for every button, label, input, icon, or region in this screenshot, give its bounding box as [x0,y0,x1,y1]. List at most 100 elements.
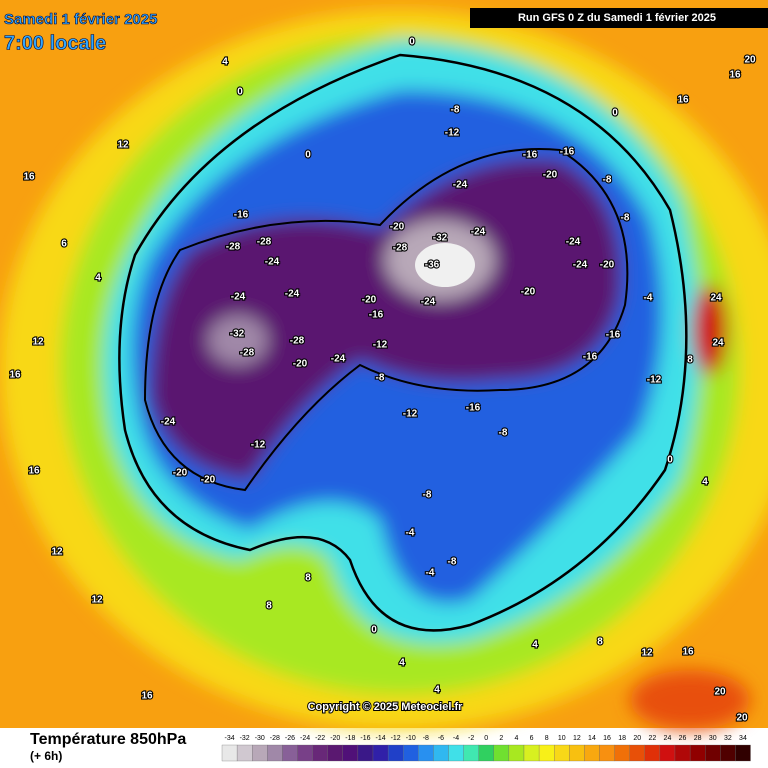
scale-swatch [735,744,751,762]
contour-label: 16 [23,172,35,183]
scale-label: -32 [240,735,250,742]
map [0,0,768,730]
contour-label: 0 [612,108,618,119]
scale-swatch [387,744,404,762]
contour-label: 4 [399,658,405,669]
scale-swatch [342,744,359,762]
scale-label: -8 [423,735,429,742]
scale-swatch [312,744,328,762]
scale-swatch [463,744,479,762]
scale-swatch [478,744,494,762]
contour-label: -16 [523,150,538,161]
contour-label: -28 [226,242,241,253]
scale-swatch [629,744,645,762]
scale-swatch [674,744,691,762]
scale-label: 32 [724,735,732,742]
contour-label: -24 [161,417,176,428]
scale-label: 18 [618,735,626,742]
scale-label: 4 [514,735,518,742]
scale-label: -10 [406,735,416,742]
scale-label: 24 [664,735,672,742]
contour-label: 24 [710,293,722,304]
scale-swatch [659,744,676,762]
contour-label: -20 [173,468,188,479]
contour-label: -20 [600,260,615,271]
scale-swatch [508,744,525,762]
contour-label: 0 [237,87,243,98]
contour-label: 8 [266,601,272,612]
run-banner [470,8,768,28]
contour-label: 4 [222,57,228,68]
contour-label: 8 [305,573,311,584]
scale-swatch [614,744,630,762]
scale-label: -30 [255,735,265,742]
contour-label: 12 [117,140,129,151]
contour-label: 4 [95,273,101,284]
contour-label: 20 [736,713,748,724]
contour-label: 4 [702,477,708,488]
footer-step: (+ 6h) [30,749,62,763]
scale-swatch [523,744,540,762]
scale-label: 12 [573,735,581,742]
scale-swatch [720,744,736,762]
contour-label: 12 [51,547,63,558]
scale-swatch [252,744,268,762]
scale-label: 10 [558,735,566,742]
scale-label: -22 [315,735,325,742]
scale-label: 0 [484,735,488,742]
scale-label: 28 [694,735,702,742]
contour-label: -8 [603,175,612,186]
contour-label: -32 [230,329,245,340]
contour-label: -24 [265,257,280,268]
contour-label: -12 [647,375,662,386]
scale-swatch [357,744,374,762]
scale-swatch [584,744,600,762]
contour-label: -16 [560,147,575,158]
contour-label: -20 [521,287,536,298]
scale-label: -6 [438,735,444,742]
contour-label: 20 [744,55,756,66]
contour-label: -8 [423,490,432,501]
scale-label: 26 [679,735,687,742]
scale-label: -28 [270,735,280,742]
contour-label: 16 [682,647,694,658]
contour-label: -20 [293,359,308,370]
contour-label: -36 [425,260,440,271]
scale-swatch [554,744,570,762]
contour-label: -20 [543,170,558,181]
contour-label: 0 [305,150,311,161]
contour-label: -20 [362,295,377,306]
contour-label: -12 [251,440,266,451]
scale-label: -14 [375,735,385,742]
scale-label: 8 [545,735,549,742]
contour-label: -24 [421,297,436,308]
contour-label: -16 [369,310,384,321]
scale-swatch [689,744,706,762]
scale-label: -4 [453,735,459,742]
contour-label: -28 [393,243,408,254]
contour-label: -12 [373,340,388,351]
contour-label: -28 [240,348,255,359]
scale-label: -18 [345,735,355,742]
contour-label: 0 [371,625,377,636]
scale-label: 16 [603,735,611,742]
contour-label: -8 [621,213,630,224]
contour-label: -24 [566,237,581,248]
contour-label: 8 [597,637,603,648]
scale-label: -12 [391,735,401,742]
scale-label: 22 [648,735,656,742]
contour-label: -16 [606,330,621,341]
scale-label: 20 [633,735,641,742]
contour-label: -16 [234,210,249,221]
contour-label: -24 [331,354,346,365]
contour-label: 20 [714,687,726,698]
contour-label: -20 [390,222,405,233]
contour-label: -28 [290,336,305,347]
scale-label: -34 [224,735,234,742]
scale-swatch [297,744,313,762]
scale-swatch [236,744,253,762]
contour-label: 16 [28,466,40,477]
contour-label: -28 [257,237,272,248]
